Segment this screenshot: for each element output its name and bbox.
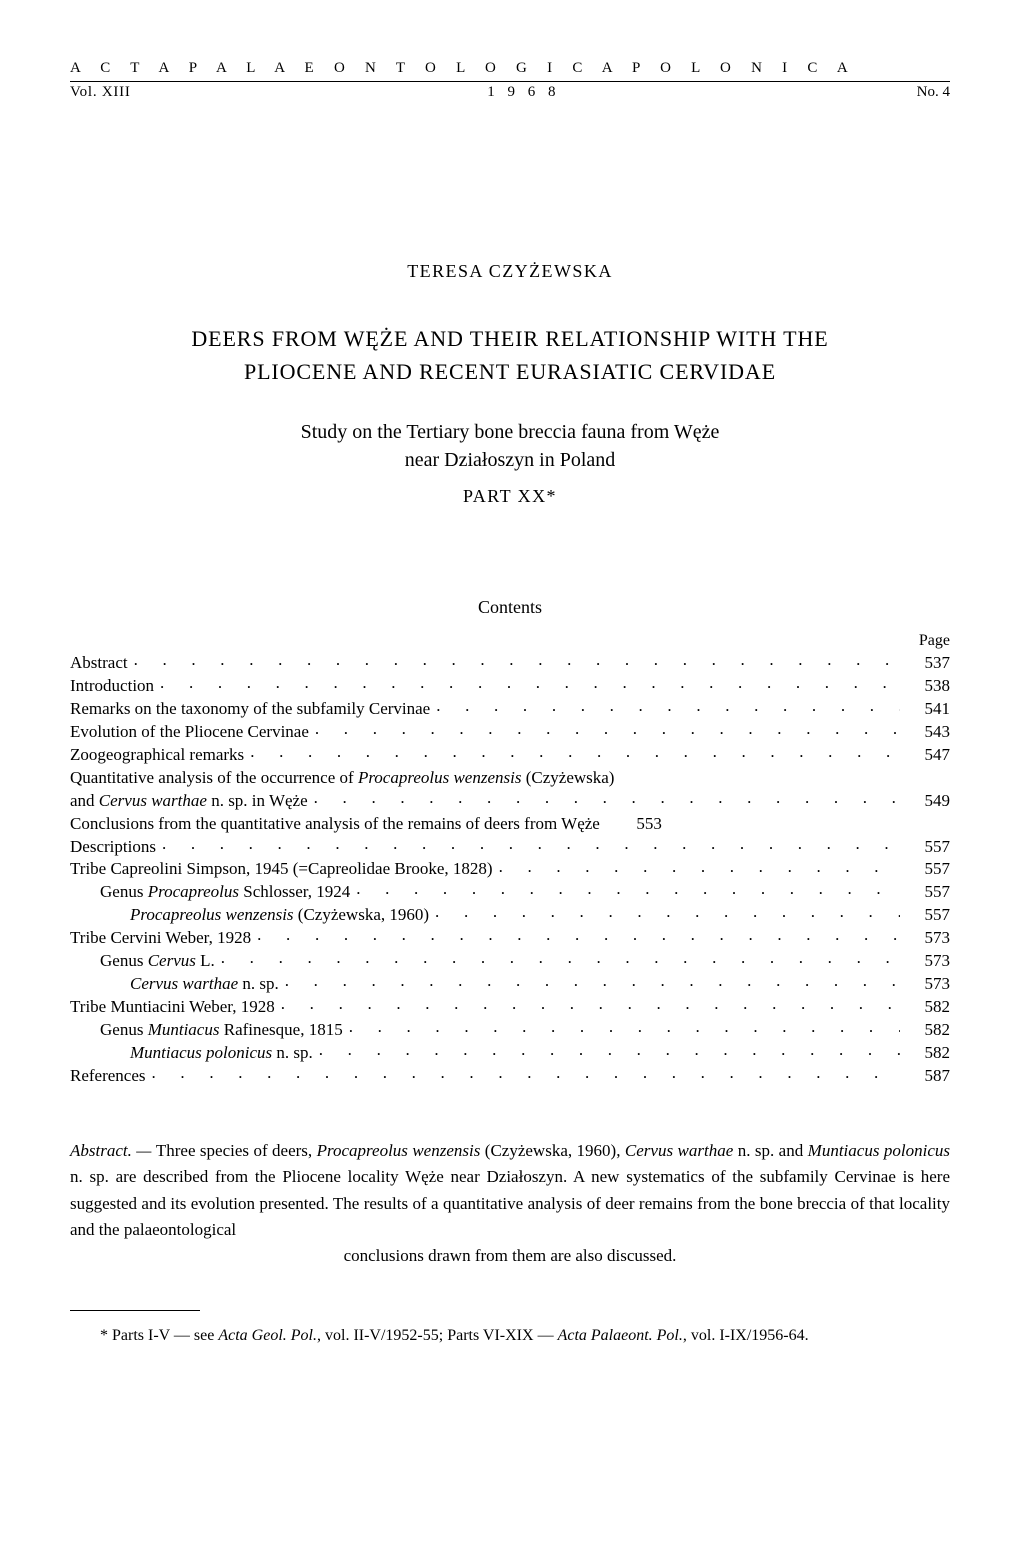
toc-page: 573 — [906, 927, 950, 950]
toc-label: Muntiacus polonicus n. sp. — [70, 1042, 313, 1065]
toc-dots — [221, 953, 900, 967]
toc-row: Conclusions from the quantitative analys… — [70, 813, 950, 836]
toc-dots — [606, 815, 612, 829]
toc-row: Genus Procapreolus Schlosser, 1924 557 — [70, 881, 950, 904]
toc-row: and Cervus warthae n. sp. in Węże 549 — [70, 790, 950, 813]
title-line-2: PLIOCENE AND RECENT EURASIATIC CERVIDAE — [244, 359, 776, 384]
toc-label: Tribe Capreolini Simpson, 1945 (=Capreol… — [70, 858, 493, 881]
paper-title: DEERS FROM WĘŻE AND THEIR RELATIONSHIP W… — [70, 322, 950, 388]
toc-label: References — [70, 1065, 146, 1088]
toc-dots — [250, 746, 900, 760]
toc-page: 543 — [906, 721, 950, 744]
toc-dots — [436, 700, 900, 714]
toc-row: Genus Cervus L. 573 — [70, 950, 950, 973]
toc-page: 557 — [906, 904, 950, 927]
toc-label: Remarks on the taxonomy of the subfamily… — [70, 698, 430, 721]
table-of-contents: Abstract 537 Introduction 538 Remarks on the… — [70, 652, 950, 1088]
toc-row: Abstract 537 — [70, 652, 950, 675]
toc-label: Quantitative analysis of the occurrence … — [70, 767, 614, 790]
toc-row: Tribe Cervini Weber, 1928 573 — [70, 927, 950, 950]
toc-dots — [349, 1021, 900, 1035]
toc-page: 557 — [906, 836, 950, 859]
toc-page: 538 — [906, 675, 950, 698]
toc-dots — [314, 792, 900, 806]
abstract-prefix: Abstract. — — [70, 1141, 156, 1160]
toc-label: Abstract — [70, 652, 128, 675]
toc-page: 587 — [906, 1065, 950, 1088]
toc-dots — [257, 930, 900, 944]
toc-row: Tribe Capreolini Simpson, 1945 (=Capreol… — [70, 858, 950, 881]
footnote: * Parts I-V — see Acta Geol. Pol., vol. … — [70, 1325, 950, 1347]
toc-dots — [285, 976, 900, 990]
toc-dots — [162, 838, 900, 852]
toc-page: 549 — [906, 790, 950, 813]
toc-row: References 587 — [70, 1065, 950, 1088]
toc-label: Procapreolus wenzensis (Czyżewska, 1960) — [70, 904, 429, 927]
toc-page: 557 — [906, 881, 950, 904]
toc-label: Genus Muntiacus Rafinesque, 1815 — [70, 1019, 343, 1042]
toc-row: Introduction 538 — [70, 675, 950, 698]
toc-label: and Cervus warthae n. sp. in Węże — [70, 790, 308, 813]
toc-label: Introduction — [70, 675, 154, 698]
toc-label: Evolution of the Pliocene Cervinae — [70, 721, 309, 744]
toc-label: Genus Cervus L. — [70, 950, 215, 973]
toc-dots — [152, 1067, 900, 1081]
volume: Vol. XIII — [70, 84, 131, 101]
abstract: Abstract. — Three species of deers, Proc… — [70, 1138, 950, 1270]
toc-label: Tribe Cervini Weber, 1928 — [70, 927, 251, 950]
toc-page: 582 — [906, 1019, 950, 1042]
toc-row: Tribe Muntiacini Weber, 1928 582 — [70, 996, 950, 1019]
toc-row: Cervus warthae n. sp. 573 — [70, 973, 950, 996]
toc-row: Evolution of the Pliocene Cervinae 543 — [70, 721, 950, 744]
toc-page: 537 — [906, 652, 950, 675]
toc-label: Tribe Muntiacini Weber, 1928 — [70, 996, 275, 1019]
header-rule — [70, 81, 950, 82]
title-line-1: DEERS FROM WĘŻE AND THEIR RELATIONSHIP W… — [191, 326, 828, 351]
toc-page: 582 — [906, 996, 950, 1019]
toc-dots — [281, 998, 900, 1012]
toc-row: Descriptions 557 — [70, 836, 950, 859]
paper-subtitle: Study on the Tertiary bone breccia fauna… — [70, 418, 950, 474]
part-label: PART XX* — [70, 486, 950, 507]
toc-page: 582 — [906, 1042, 950, 1065]
year: 1 9 6 8 — [487, 84, 560, 101]
journal-header: A C T A P A L A E O N T O L O G I C A P … — [70, 60, 950, 77]
toc-dots — [134, 654, 900, 668]
toc-page: 573 — [906, 950, 950, 973]
contents-heading: Contents — [70, 597, 950, 618]
toc-label: Cervus warthae n. sp. — [70, 973, 279, 996]
journal-subheader: Vol. XIII 1 9 6 8 No. 4 — [70, 84, 950, 101]
journal-title: A C T A P A L A E O N T O L O G I C A P … — [70, 60, 856, 77]
footnote-rule — [70, 1310, 200, 1311]
toc-dots — [435, 907, 900, 921]
toc-page: 553 — [618, 813, 662, 836]
toc-page: 573 — [906, 973, 950, 996]
toc-page: 541 — [906, 698, 950, 721]
toc-label: Genus Procapreolus Schlosser, 1924 — [70, 881, 350, 904]
page-column-label: Page — [70, 632, 950, 650]
subtitle-line-1: Study on the Tertiary bone breccia fauna… — [301, 421, 720, 443]
toc-label: Conclusions from the quantitative analys… — [70, 813, 600, 836]
toc-dots — [499, 861, 900, 875]
toc-label: Zoogeographical remarks — [70, 744, 244, 767]
abstract-last-line: conclusions drawn from them are also dis… — [70, 1243, 950, 1269]
toc-label: Descriptions — [70, 836, 156, 859]
toc-row: Remarks on the taxonomy of the subfamily… — [70, 698, 950, 721]
toc-page: 557 — [906, 858, 950, 881]
toc-row: Zoogeographical remarks 547 — [70, 744, 950, 767]
toc-row: Genus Muntiacus Rafinesque, 1815 582 — [70, 1019, 950, 1042]
toc-dots — [160, 677, 900, 691]
abstract-body: Three species of deers, Procapreolus wen… — [70, 1141, 950, 1239]
toc-row: Procapreolus wenzensis (Czyżewska, 1960)… — [70, 904, 950, 927]
toc-dots — [319, 1044, 900, 1058]
toc-row: Quantitative analysis of the occurrence … — [70, 767, 950, 790]
toc-row: Muntiacus polonicus n. sp. 582 — [70, 1042, 950, 1065]
author: TERESA CZYŻEWSKA — [70, 261, 950, 282]
toc-page: 547 — [906, 744, 950, 767]
issue: No. 4 — [917, 84, 950, 101]
subtitle-line-2: near Działoszyn in Poland — [405, 449, 616, 471]
toc-dots — [356, 884, 900, 898]
toc-dots — [315, 723, 900, 737]
